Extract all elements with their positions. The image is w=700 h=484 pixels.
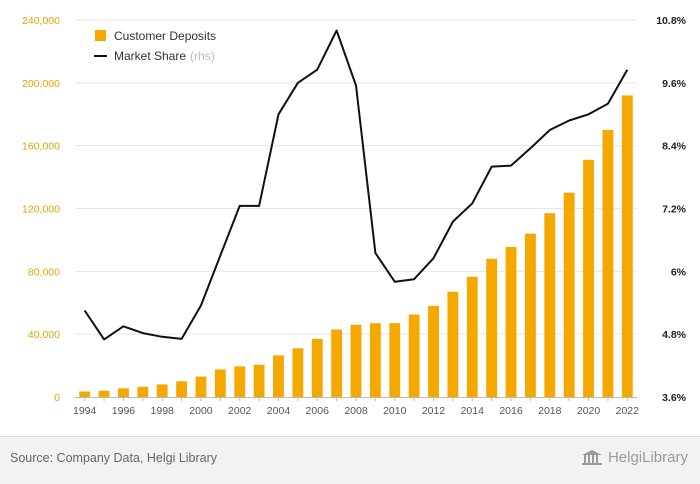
library-building-icon <box>581 449 602 465</box>
y-left-tick-label: 120,000 <box>22 204 60 216</box>
x-tick-label: 2022 <box>616 405 640 417</box>
deposit-bar <box>369 323 381 397</box>
deposit-bar <box>602 129 614 398</box>
x-tick-label: 2000 <box>189 405 213 417</box>
y-left-tick-label: 200,000 <box>22 78 60 90</box>
y-left-tick-label: 160,000 <box>22 141 60 153</box>
x-tick-label: 2006 <box>306 405 330 417</box>
x-tick-label: 2020 <box>577 405 601 417</box>
y-right-tick-label: 6% <box>671 266 687 278</box>
deposit-bar <box>273 355 284 397</box>
y-right-tick-label: 7.2% <box>662 204 687 216</box>
deposit-bar <box>466 276 478 397</box>
y-right-tick-label: 4.8% <box>662 329 687 341</box>
deposit-bar <box>292 348 304 397</box>
legend-share-name: Market Share <box>114 49 186 63</box>
x-tick-label: 2004 <box>267 405 291 417</box>
deposit-bar <box>563 192 575 397</box>
y-right-tick-label: 8.4% <box>662 141 687 153</box>
deposit-bars <box>79 95 633 398</box>
deposit-bar <box>350 324 362 397</box>
market-share-line <box>83 29 629 341</box>
deposit-bar <box>524 233 536 397</box>
y-left-tick-label: 0 <box>54 392 60 404</box>
deposit-bar <box>195 376 207 397</box>
deposit-bar <box>234 366 246 397</box>
deposit-bar <box>486 258 498 397</box>
axes: 0 40,000 80,000 120,000 160,000 200,000 240,00… <box>22 15 687 417</box>
x-tick-label: 2012 <box>422 405 446 417</box>
y-left-tick-label: 40,000 <box>28 329 60 341</box>
deposit-bar <box>118 388 129 397</box>
source-note: Source: Company Data, Helgi Library <box>10 451 218 465</box>
legend-label-deposits: Customer Deposits <box>114 29 216 43</box>
x-tick-label: 1996 <box>112 405 136 417</box>
x-tick-label: 2018 <box>538 405 562 417</box>
y-right-tick-label: 9.6% <box>662 78 687 90</box>
deposit-bar <box>583 159 594 397</box>
y-right-tick-label: 3.6% <box>662 392 687 404</box>
combo-chart: 0 40,000 80,000 120,000 160,000 200,000 240,00… <box>22 15 687 417</box>
deposit-bar <box>544 213 556 397</box>
deposit-bar <box>98 390 110 397</box>
deposit-bar <box>137 386 149 397</box>
market-share-line-group <box>83 29 629 341</box>
x-tick-label: 1994 <box>73 405 97 417</box>
deposit-bar <box>621 95 633 398</box>
legend: Customer Deposits Market Share (rhs) <box>94 29 216 63</box>
x-tick-label: 2008 <box>344 405 368 417</box>
deposit-bar <box>447 291 459 397</box>
deposit-bar <box>505 246 517 397</box>
x-tick-label: 1998 <box>151 405 175 417</box>
deposit-bar <box>311 338 323 397</box>
deposit-bar <box>176 381 188 397</box>
deposit-bar <box>428 305 439 397</box>
brand-name: HelgiLibrary <box>607 449 688 466</box>
deposit-bar <box>214 369 226 397</box>
x-tick-label: 2002 <box>228 405 252 417</box>
y-right-tick-label: 10.8% <box>656 15 686 27</box>
y-left-tick-label: 80,000 <box>28 266 60 278</box>
y-left-tick-label: 240,000 <box>22 15 60 27</box>
brand-logo: HelgiLibrary <box>581 449 688 466</box>
legend-label-share: Market Share (rhs) <box>114 49 215 63</box>
deposit-bar <box>331 329 343 397</box>
deposit-bar <box>408 314 420 397</box>
legend-swatch-deposits <box>95 30 106 41</box>
deposit-bar <box>79 391 91 397</box>
deposit-bar <box>156 384 168 397</box>
legend-share-suffix: (rhs) <box>190 49 215 63</box>
deposit-bar <box>389 323 401 397</box>
deposit-bar <box>253 364 265 397</box>
x-tick-label: 2014 <box>461 405 485 417</box>
footer: Source: Company Data, Helgi Library Helg… <box>0 436 700 484</box>
x-tick-label: 2016 <box>499 405 523 417</box>
x-tick-label: 2010 <box>383 405 407 417</box>
